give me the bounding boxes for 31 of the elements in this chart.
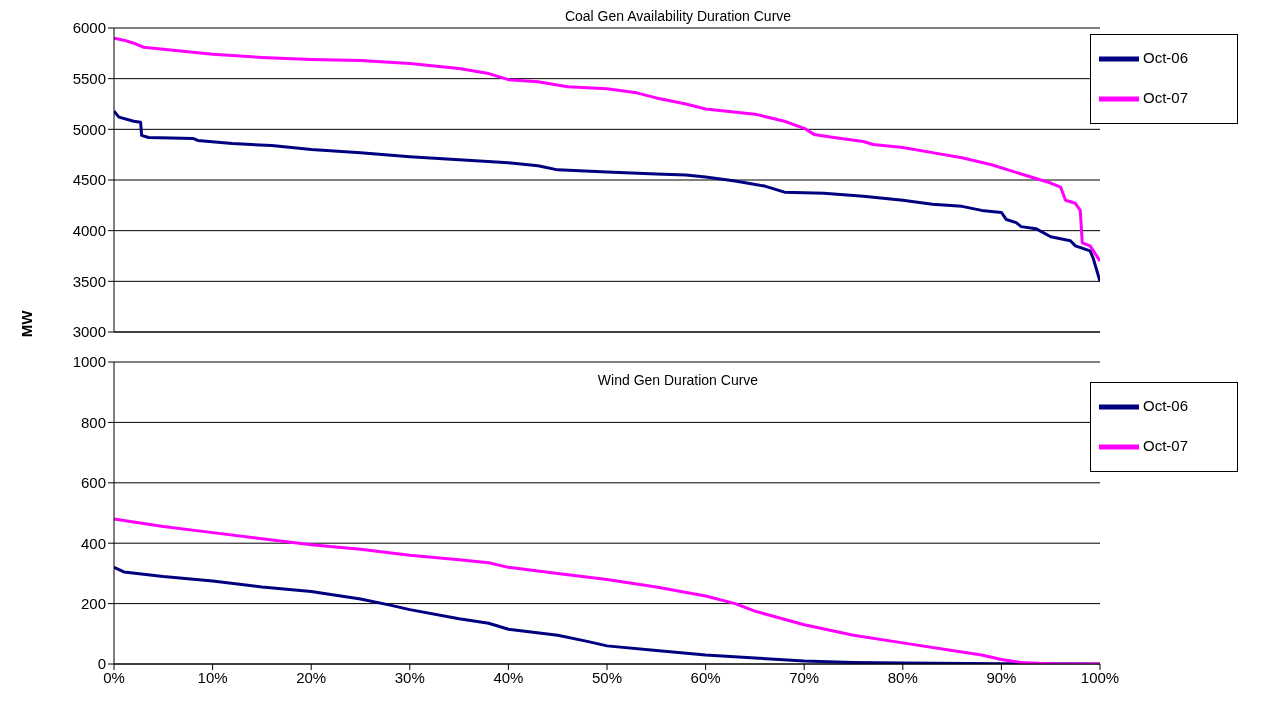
y-axis-title: MW [18,309,36,340]
x-tick-label: 50% [591,668,623,686]
chart-title: Coal Gen Availability Duration Curve [563,8,793,24]
x-tick-label: 80% [887,668,918,686]
y-tick-label: 600 [80,474,106,492]
x-tick-label: 90% [986,668,1017,686]
y-tick-label: 3000 [72,323,106,341]
x-tick-label: 30% [394,668,425,686]
y-tick-label: 5500 [72,69,106,87]
y-tick-label: 4000 [72,221,106,239]
y-tick-label: 0 [97,655,106,673]
x-tick-label: 100% [1080,668,1120,686]
x-tick-label: 60% [690,668,721,686]
y-tick-label: 1000 [72,353,106,371]
y-tick-label: 3500 [72,272,106,290]
y-tick-label: 6000 [72,19,106,37]
text: Wind Gen Duration Curve [596,372,760,388]
x-tick-label: 70% [789,668,820,686]
legend-label: Oct-07 [1143,436,1189,454]
legend-label: Oct-07 [1143,88,1189,106]
legend-label: Oct-06 [1143,48,1189,66]
y-tick-label: 4500 [72,171,106,189]
x-tick-label: 40% [493,668,524,686]
x-tick-label: 20% [296,668,327,686]
x-tick-label: 10% [197,668,228,686]
legend-label: Oct-06 [1143,396,1189,414]
y-tick-label: 200 [80,594,106,612]
y-tick-label: 5000 [72,120,106,138]
x-tick-label: 0% [103,668,125,686]
y-tick-label: 400 [80,534,106,552]
y-tick-label: 800 [80,413,106,431]
